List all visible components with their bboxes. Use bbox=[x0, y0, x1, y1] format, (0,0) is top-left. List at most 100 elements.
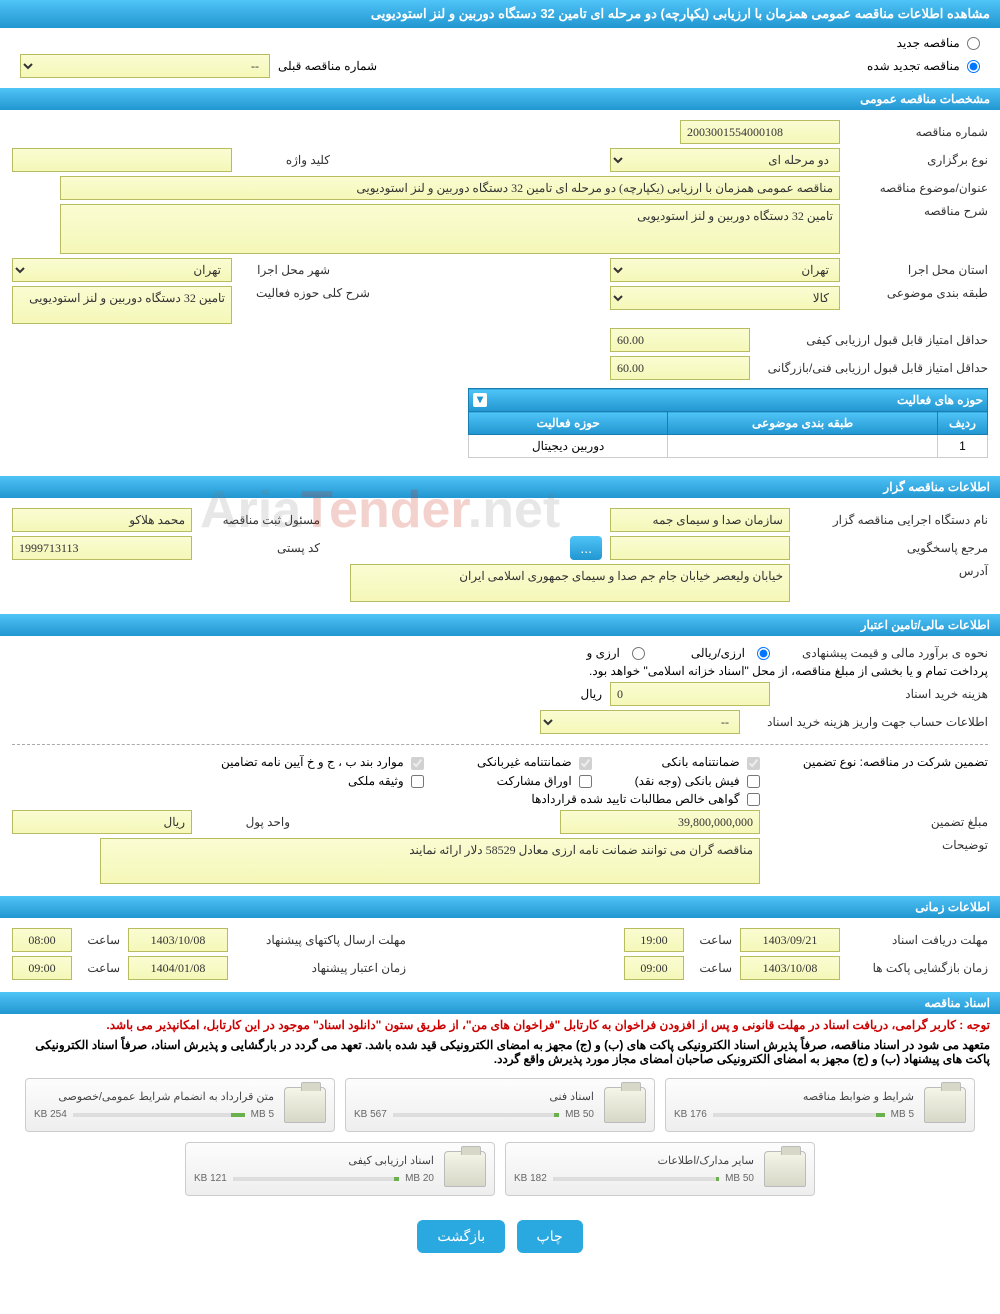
guarantee-amount-input[interactable] bbox=[560, 810, 760, 834]
desc-textarea[interactable]: تامین 32 دستگاه دوربین و لنز استودیویی bbox=[60, 204, 840, 254]
folder-icon bbox=[284, 1087, 326, 1123]
send-time[interactable] bbox=[12, 928, 72, 952]
file-box[interactable]: متن قرارداد به انضمام شرایط عمومی/خصوصی 5… bbox=[25, 1078, 335, 1132]
file-quota: 50 MB bbox=[565, 1109, 594, 1120]
activity-desc-label: شرح کلی حوزه فعالیت bbox=[240, 286, 370, 300]
file-info: شرایط و ضوابط مناقصه 5 MB176 KB bbox=[674, 1090, 914, 1120]
folder-icon bbox=[764, 1151, 806, 1187]
number-input[interactable] bbox=[680, 120, 840, 144]
subject-label: عنوان/موضوع مناقصه bbox=[848, 181, 988, 195]
receive-date[interactable] bbox=[740, 928, 840, 952]
method-label: نحوه ی برآورد مالی و قیمت پیشنهادی bbox=[778, 646, 988, 660]
guarantee-unit-input[interactable] bbox=[12, 810, 192, 834]
g-property-cb[interactable] bbox=[411, 775, 424, 788]
file-box[interactable]: شرایط و ضوابط مناقصه 5 MB176 KB bbox=[665, 1078, 975, 1132]
desc-label: شرح مناقصه bbox=[848, 204, 988, 218]
category-label: طبقه بندی موضوعی bbox=[848, 286, 988, 300]
g-bank-cb bbox=[747, 757, 760, 770]
postal-input[interactable] bbox=[12, 536, 192, 560]
send-date[interactable] bbox=[128, 928, 228, 952]
folder-icon bbox=[924, 1087, 966, 1123]
section-general: شماره مناقصه نوع برگزاری دو مرحله ای کلی… bbox=[0, 110, 1000, 474]
keyword-input[interactable] bbox=[12, 148, 232, 172]
progress-bar bbox=[713, 1113, 885, 1117]
address-textarea[interactable]: خیابان ولیعصر خیابان جام جم صدا و سیمای … bbox=[350, 564, 790, 602]
min-tech-input[interactable] bbox=[610, 356, 750, 380]
file-title: متن قرارداد به انضمام شرایط عمومی/خصوصی bbox=[34, 1090, 274, 1103]
open-date[interactable] bbox=[740, 956, 840, 980]
file-quota: 5 MB bbox=[251, 1109, 274, 1120]
registrar-label: مسئول ثبت مناقصه bbox=[200, 513, 320, 527]
province-select[interactable]: تهران bbox=[610, 258, 840, 282]
postal-label: کد پستی bbox=[200, 541, 320, 555]
prev-number-select[interactable]: -- bbox=[20, 54, 270, 78]
city-label: شهر محل اجرا bbox=[240, 263, 330, 277]
back-button[interactable]: بازگشت bbox=[417, 1220, 505, 1253]
section-financial-header: اطلاعات مالی/تامین اعتبار bbox=[0, 614, 1000, 636]
org-label: نام دستگاه اجرایی مناقصه گزار bbox=[798, 513, 988, 527]
send-label: مهلت ارسال پاکتهای پیشنهاد bbox=[236, 933, 406, 947]
section-docs: توجه : کاربر گرامی، دریافت اسناد در مهلت… bbox=[0, 1014, 1000, 1206]
file-quota: 20 MB bbox=[405, 1173, 434, 1184]
registrar-input[interactable] bbox=[12, 508, 192, 532]
type-select[interactable]: دو مرحله ای bbox=[610, 148, 840, 172]
file-size: 121 KB bbox=[194, 1173, 227, 1184]
progress-row: 5 MB176 KB bbox=[674, 1109, 914, 1120]
receive-time[interactable] bbox=[624, 928, 684, 952]
browse-button[interactable]: ... bbox=[570, 536, 602, 560]
section-financial: نحوه ی برآورد مالی و قیمت پیشنهادی ارزی/… bbox=[0, 636, 1000, 894]
tender-status-row-2: مناقصه تجدید شده شماره مناقصه قبلی -- bbox=[0, 52, 1000, 86]
valid-label: زمان اعتبار پیشنهاد bbox=[236, 961, 406, 975]
keyword-label: کلید واژه bbox=[240, 153, 330, 167]
valid-date[interactable] bbox=[128, 956, 228, 980]
min-quality-label: حداقل امتیاز قابل قبول ارزیابی کیفی bbox=[758, 333, 988, 347]
response-input[interactable] bbox=[610, 536, 790, 560]
open-time-label: ساعت bbox=[692, 961, 732, 975]
new-tender-radio[interactable] bbox=[967, 37, 980, 50]
new-tender-label: مناقصه جدید bbox=[897, 36, 960, 50]
file-box[interactable]: اسناد فنی50 MB567 KB bbox=[345, 1078, 655, 1132]
activities-header: حوزه های فعالیت ▾ bbox=[469, 389, 988, 412]
min-quality-input[interactable] bbox=[610, 328, 750, 352]
file-box[interactable]: اسناد ارزیابی کیفی20 MB121 KB bbox=[185, 1142, 495, 1196]
section-time-header: اطلاعات زمانی bbox=[0, 896, 1000, 918]
renewed-tender-label: مناقصه تجدید شده bbox=[867, 59, 960, 73]
print-button[interactable]: چاپ bbox=[517, 1220, 583, 1253]
response-label: مرجع پاسخگویی bbox=[798, 541, 988, 555]
account-select[interactable]: -- bbox=[540, 710, 740, 734]
page-title: مشاهده اطلاعات مناقصه عمومی همزمان با ار… bbox=[371, 6, 990, 21]
province-label: استان محل اجرا bbox=[848, 263, 988, 277]
subject-input[interactable] bbox=[60, 176, 840, 200]
renewed-tender-radio[interactable] bbox=[967, 60, 980, 73]
col-field: حوزه فعالیت bbox=[469, 412, 668, 435]
g-shares-cb[interactable] bbox=[579, 775, 592, 788]
notes-textarea[interactable]: مناقصه گران می توانند ضمانت نامه ارزی مع… bbox=[100, 838, 760, 884]
valid-time[interactable] bbox=[12, 956, 72, 980]
type-label: نوع برگزاری bbox=[848, 153, 988, 167]
progress-row: 5 MB254 KB bbox=[34, 1109, 274, 1120]
file-title: شرایط و ضوابط مناقصه bbox=[674, 1090, 914, 1103]
currency-foreign-label: ارزی و bbox=[586, 646, 619, 660]
folder-icon bbox=[604, 1087, 646, 1123]
city-select[interactable]: تهران bbox=[12, 258, 232, 282]
open-time[interactable] bbox=[624, 956, 684, 980]
activity-desc-textarea[interactable]: تامین 32 دستگاه دوربین و لنز استودیویی bbox=[12, 286, 232, 324]
category-select[interactable]: کالا bbox=[610, 286, 840, 310]
progress-row: 20 MB 121 KB bbox=[194, 1173, 434, 1184]
org-input[interactable] bbox=[610, 508, 790, 532]
g-receivables-cb[interactable] bbox=[747, 793, 760, 806]
currency-rial-radio[interactable] bbox=[757, 647, 770, 660]
number-label: شماره مناقصه bbox=[848, 125, 988, 139]
file-info: سایر مدارک/اطلاعات50 MB182 KB bbox=[514, 1154, 754, 1184]
file-quota: 5 MB bbox=[891, 1109, 914, 1120]
progress-bar bbox=[233, 1177, 399, 1181]
file-info: اسناد ارزیابی کیفی20 MB121 KB bbox=[194, 1154, 434, 1184]
collapse-icon[interactable]: ▾ bbox=[473, 393, 487, 407]
file-box[interactable]: سایر مدارک/اطلاعات50 MB182 KB bbox=[505, 1142, 815, 1196]
cost-input[interactable] bbox=[610, 682, 770, 706]
currency-foreign-radio[interactable] bbox=[632, 647, 645, 660]
prev-number-label: شماره مناقصه قبلی bbox=[278, 59, 377, 73]
g-cash-cb[interactable] bbox=[747, 775, 760, 788]
progress-bar bbox=[393, 1113, 559, 1117]
col-category: طبقه بندی موضوعی bbox=[668, 412, 938, 435]
